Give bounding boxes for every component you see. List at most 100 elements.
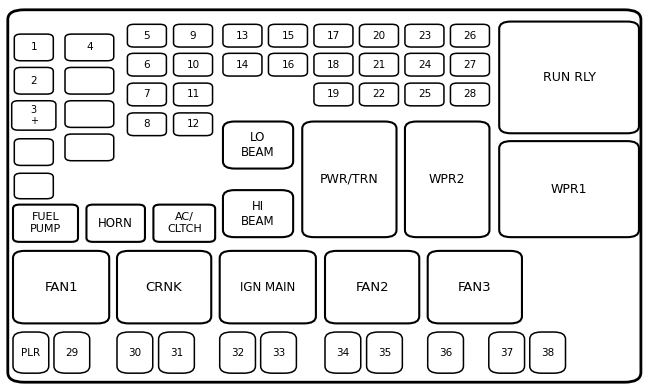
FancyBboxPatch shape xyxy=(12,101,56,130)
FancyBboxPatch shape xyxy=(499,22,639,133)
FancyBboxPatch shape xyxy=(314,83,353,106)
Text: 29: 29 xyxy=(65,348,79,358)
Text: 9: 9 xyxy=(190,31,196,41)
FancyBboxPatch shape xyxy=(153,205,215,242)
FancyBboxPatch shape xyxy=(159,332,194,373)
FancyBboxPatch shape xyxy=(314,24,353,47)
Text: 25: 25 xyxy=(418,89,431,100)
FancyBboxPatch shape xyxy=(220,332,255,373)
Text: 11: 11 xyxy=(187,89,200,100)
Text: 14: 14 xyxy=(236,60,249,70)
FancyBboxPatch shape xyxy=(405,122,489,237)
FancyBboxPatch shape xyxy=(223,122,293,169)
Text: WPR1: WPR1 xyxy=(551,183,588,196)
Text: IGN MAIN: IGN MAIN xyxy=(240,281,295,294)
Text: CRNK: CRNK xyxy=(146,281,183,294)
Text: 6: 6 xyxy=(144,60,150,70)
Text: HORN: HORN xyxy=(98,217,133,230)
FancyBboxPatch shape xyxy=(174,113,213,136)
Text: 20: 20 xyxy=(372,31,385,41)
FancyBboxPatch shape xyxy=(450,24,489,47)
Text: 12: 12 xyxy=(187,119,200,129)
FancyBboxPatch shape xyxy=(127,113,166,136)
Text: 1: 1 xyxy=(31,42,37,53)
Text: 27: 27 xyxy=(463,60,476,70)
FancyBboxPatch shape xyxy=(359,83,398,106)
FancyBboxPatch shape xyxy=(127,83,166,106)
Text: HI
BEAM: HI BEAM xyxy=(241,200,275,228)
Text: 18: 18 xyxy=(327,60,340,70)
Text: PLR: PLR xyxy=(21,348,40,358)
Text: LO
BEAM: LO BEAM xyxy=(241,131,275,159)
FancyBboxPatch shape xyxy=(220,251,316,323)
FancyBboxPatch shape xyxy=(223,24,262,47)
FancyBboxPatch shape xyxy=(367,332,402,373)
FancyBboxPatch shape xyxy=(325,251,419,323)
FancyBboxPatch shape xyxy=(8,10,641,382)
Text: RUN RLY: RUN RLY xyxy=(543,71,595,84)
FancyBboxPatch shape xyxy=(223,190,293,237)
Text: 38: 38 xyxy=(541,348,554,358)
Text: 32: 32 xyxy=(231,348,244,358)
Text: 30: 30 xyxy=(128,348,142,358)
FancyBboxPatch shape xyxy=(302,122,396,237)
Text: 33: 33 xyxy=(272,348,285,358)
Text: 2: 2 xyxy=(31,76,37,86)
Text: 35: 35 xyxy=(378,348,391,358)
Text: FAN3: FAN3 xyxy=(458,281,491,294)
Text: FUEL
PUMP: FUEL PUMP xyxy=(30,212,61,234)
FancyBboxPatch shape xyxy=(174,24,213,47)
FancyBboxPatch shape xyxy=(65,101,114,127)
Text: 37: 37 xyxy=(500,348,514,358)
Text: FAN2: FAN2 xyxy=(356,281,389,294)
FancyBboxPatch shape xyxy=(489,332,525,373)
FancyBboxPatch shape xyxy=(117,251,211,323)
FancyBboxPatch shape xyxy=(174,53,213,76)
Text: 8: 8 xyxy=(144,119,150,129)
FancyBboxPatch shape xyxy=(405,24,444,47)
FancyBboxPatch shape xyxy=(405,53,444,76)
Text: 31: 31 xyxy=(170,348,183,358)
Text: 26: 26 xyxy=(463,31,476,41)
FancyBboxPatch shape xyxy=(405,83,444,106)
Text: 21: 21 xyxy=(372,60,385,70)
FancyBboxPatch shape xyxy=(314,53,353,76)
Text: 36: 36 xyxy=(439,348,452,358)
Text: 13: 13 xyxy=(236,31,249,41)
Text: 28: 28 xyxy=(463,89,476,100)
FancyBboxPatch shape xyxy=(127,53,166,76)
FancyBboxPatch shape xyxy=(450,53,489,76)
FancyBboxPatch shape xyxy=(13,205,78,242)
FancyBboxPatch shape xyxy=(117,332,153,373)
Text: AC/
CLTCH: AC/ CLTCH xyxy=(167,212,202,234)
Text: 4: 4 xyxy=(86,42,93,53)
FancyBboxPatch shape xyxy=(14,173,53,199)
Text: 17: 17 xyxy=(327,31,340,41)
FancyBboxPatch shape xyxy=(428,251,522,323)
FancyBboxPatch shape xyxy=(14,34,53,61)
FancyBboxPatch shape xyxy=(127,24,166,47)
Text: 23: 23 xyxy=(418,31,431,41)
Text: 7: 7 xyxy=(144,89,150,100)
FancyBboxPatch shape xyxy=(499,141,639,237)
Text: FAN1: FAN1 xyxy=(44,281,78,294)
Text: WPR2: WPR2 xyxy=(429,173,465,186)
FancyBboxPatch shape xyxy=(54,332,90,373)
FancyBboxPatch shape xyxy=(223,53,262,76)
Text: PWR/TRN: PWR/TRN xyxy=(320,173,379,186)
FancyBboxPatch shape xyxy=(13,332,49,373)
FancyBboxPatch shape xyxy=(359,53,398,76)
FancyBboxPatch shape xyxy=(428,332,463,373)
FancyBboxPatch shape xyxy=(530,332,566,373)
FancyBboxPatch shape xyxy=(65,34,114,61)
Text: 34: 34 xyxy=(336,348,350,358)
FancyBboxPatch shape xyxy=(14,67,53,94)
FancyBboxPatch shape xyxy=(65,134,114,161)
FancyBboxPatch shape xyxy=(450,83,489,106)
Text: 22: 22 xyxy=(372,89,385,100)
FancyBboxPatch shape xyxy=(325,332,361,373)
Text: 15: 15 xyxy=(281,31,294,41)
FancyBboxPatch shape xyxy=(268,24,307,47)
Text: 24: 24 xyxy=(418,60,431,70)
Text: 19: 19 xyxy=(327,89,340,100)
